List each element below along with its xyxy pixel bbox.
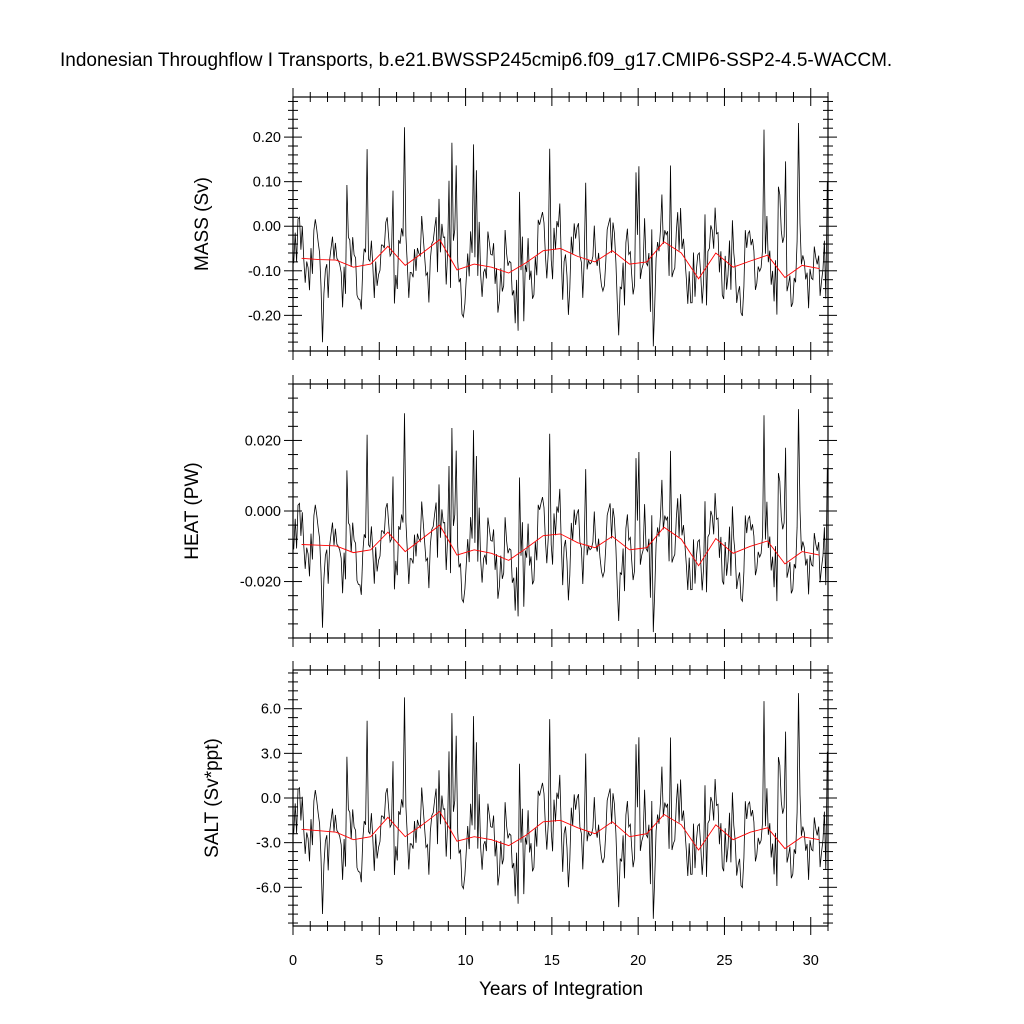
annual-mean-line-mass <box>301 238 820 280</box>
y-tick-label-mass: 0.00 <box>253 219 281 235</box>
y-tick-label-salt: 3.0 <box>261 746 281 762</box>
x-tick-label: 25 <box>716 953 732 969</box>
series-mass <box>293 122 828 347</box>
x-tick-label: 20 <box>630 953 646 969</box>
y-tick-label-heat: 0.020 <box>245 433 281 449</box>
panel-mass: -0.20 -0.10 0.00 0.10 0.20 MASS (Sv) <box>192 88 837 360</box>
y-tick-label-mass: 0.10 <box>253 175 281 191</box>
series-salt <box>293 693 828 919</box>
monthly-line-heat <box>293 409 828 633</box>
y-tick-label-salt: -3.0 <box>256 836 281 852</box>
annual-mean-line-heat <box>301 524 820 567</box>
ylabel-mass: MASS (Sv) <box>192 177 213 271</box>
panel-salt: -6.0 -3.0 0.0 3.0 6.0 SALT (Sv*ppt) <box>202 661 837 935</box>
y-tick-label-heat: 0.000 <box>245 504 281 520</box>
ticks-mass: -0.20 -0.10 0.00 0.10 0.20 <box>248 88 837 360</box>
y-tick-label-heat: -0.020 <box>240 575 281 591</box>
chart-title: Indonesian Throughflow I Transports, b.e… <box>60 50 892 71</box>
y-tick-label-salt: 6.0 <box>261 702 281 718</box>
y-tick-label-salt: 0.0 <box>261 791 281 807</box>
plot-frame-mass <box>292 96 829 352</box>
panel-heat: -0.020 0.000 0.020 HEAT (PW) <box>182 375 837 647</box>
x-tick-label: 30 <box>803 953 819 969</box>
x-tick-labels: 0 5 10 15 20 25 30 <box>289 953 819 969</box>
x-tick-label: 0 <box>289 953 297 969</box>
x-tick-label: 5 <box>375 953 383 969</box>
ylabel-heat: HEAT (PW) <box>182 462 203 559</box>
ticks-salt: -6.0 -3.0 0.0 3.0 6.0 <box>256 661 837 935</box>
annual-mean-line-salt <box>301 810 820 851</box>
y-tick-label-mass: -0.10 <box>248 264 281 280</box>
x-tick-label: 15 <box>544 953 560 969</box>
y-tick-label-salt: -6.0 <box>256 880 281 896</box>
x-tick-label: 10 <box>458 953 474 969</box>
monthly-line-mass <box>293 122 828 347</box>
monthly-line-salt <box>293 693 828 919</box>
ylabel-salt: SALT (Sv*ppt) <box>202 738 223 858</box>
x-axis-label: Years of Integration <box>479 979 643 1000</box>
y-tick-label-mass: -0.20 <box>248 308 281 324</box>
series-heat <box>293 409 828 633</box>
y-tick-label-mass: 0.20 <box>253 130 281 146</box>
